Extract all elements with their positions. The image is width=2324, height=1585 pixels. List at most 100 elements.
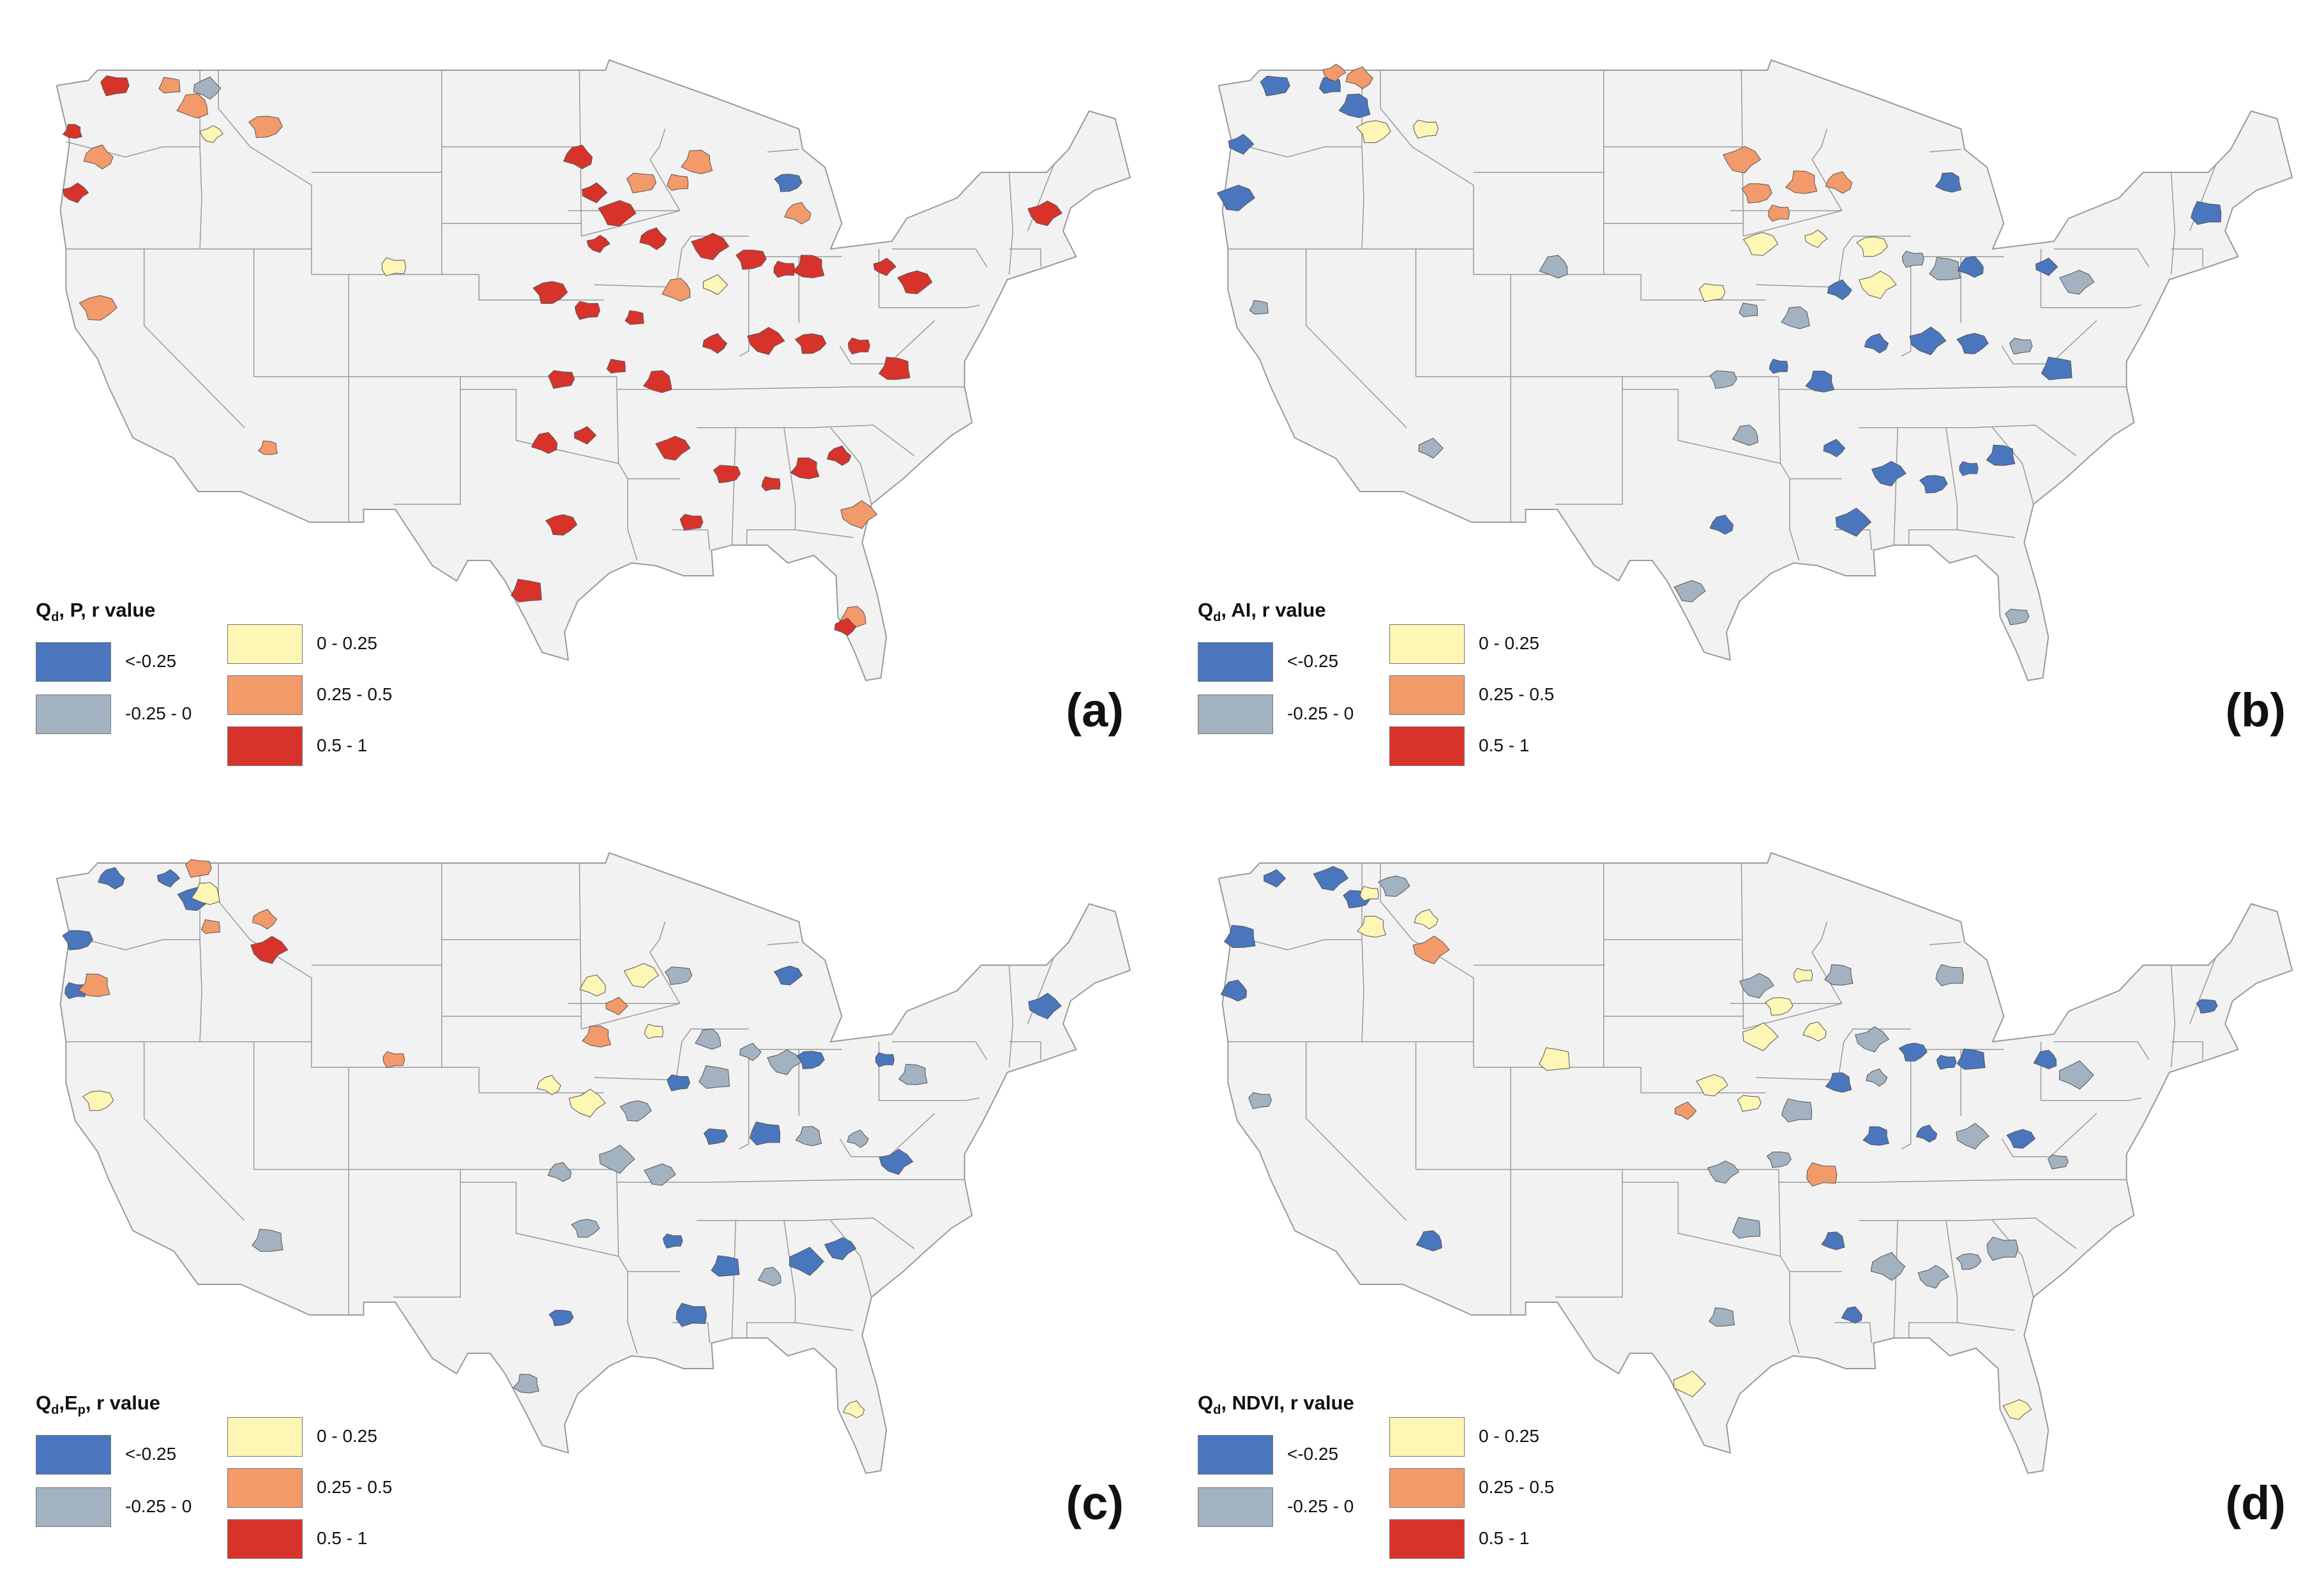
state-boundary bbox=[1640, 274, 1766, 301]
watershed bbox=[1338, 93, 1371, 118]
legend-swatch bbox=[1389, 675, 1465, 715]
state-boundary bbox=[1228, 141, 1362, 158]
state-boundary bbox=[1901, 1047, 1912, 1150]
state-boundary bbox=[578, 70, 582, 236]
state-boundary bbox=[2001, 320, 2097, 364]
state-boundary bbox=[578, 862, 582, 1029]
watershed bbox=[840, 500, 878, 529]
watershed bbox=[794, 333, 827, 354]
state-boundary bbox=[739, 1047, 750, 1150]
panel-label: (a) bbox=[1066, 684, 1124, 737]
legend-title-subscript: d bbox=[51, 610, 59, 625]
watershed bbox=[258, 440, 278, 455]
watershed bbox=[2006, 1129, 2036, 1149]
state-boundary bbox=[1957, 1322, 2015, 1331]
legend-label: 0 - 0.25 bbox=[1479, 1426, 1539, 1446]
state-boundary bbox=[1929, 942, 1961, 945]
watershed bbox=[736, 250, 767, 270]
watershed bbox=[382, 1051, 405, 1069]
watershed bbox=[1827, 279, 1852, 301]
state-boundary bbox=[892, 1041, 988, 1060]
watershed bbox=[796, 1051, 825, 1069]
state-boundary bbox=[1992, 1220, 2034, 1298]
state-boundary bbox=[767, 149, 799, 153]
watershed bbox=[1732, 1217, 1761, 1239]
watershed bbox=[644, 1163, 676, 1186]
legend-swatch bbox=[227, 1468, 303, 1508]
watershed bbox=[1898, 1042, 1928, 1062]
watershed bbox=[1737, 1095, 1762, 1112]
watershed bbox=[248, 116, 283, 139]
watershed bbox=[757, 1266, 781, 1286]
watershed bbox=[1793, 968, 1813, 983]
state-boundary bbox=[1305, 1042, 1407, 1221]
legend-swatch bbox=[1198, 1435, 1273, 1475]
state-boundary bbox=[1873, 1179, 2127, 1183]
watershed bbox=[1915, 1124, 1938, 1143]
watershed bbox=[599, 1145, 635, 1174]
watershed bbox=[1768, 204, 1790, 222]
watershed bbox=[1804, 229, 1828, 248]
state-boundary bbox=[515, 389, 619, 464]
legend-swatch bbox=[227, 1417, 303, 1457]
watershed bbox=[64, 982, 87, 1000]
watershed bbox=[1956, 1123, 1989, 1150]
state-boundary bbox=[649, 128, 681, 211]
legend-label: 0 - 0.25 bbox=[1479, 633, 1539, 653]
legend-swatch bbox=[36, 642, 111, 682]
state-boundary bbox=[1740, 862, 1744, 1029]
state-boundary bbox=[1756, 236, 1911, 288]
watershed bbox=[1539, 1047, 1570, 1071]
watershed bbox=[702, 274, 728, 296]
watershed bbox=[2009, 338, 2033, 355]
watershed bbox=[1723, 146, 1762, 174]
watershed bbox=[2002, 1399, 2032, 1420]
watershed bbox=[1859, 271, 1897, 299]
state-boundary bbox=[2054, 248, 2150, 267]
watershed bbox=[1707, 1161, 1740, 1184]
state-boundary bbox=[2041, 304, 2142, 308]
state-boundary bbox=[879, 304, 980, 308]
watershed bbox=[2059, 269, 2095, 295]
legend-label: 0.25 - 0.5 bbox=[1479, 684, 1555, 704]
state-boundary bbox=[1957, 529, 2015, 538]
watershed bbox=[1223, 924, 1256, 949]
state-boundary bbox=[1008, 172, 1014, 275]
legend-swatch bbox=[1198, 1487, 1273, 1527]
state-boundary bbox=[1555, 1169, 1623, 1298]
watershed bbox=[1345, 66, 1373, 89]
legend-title-subscript: d bbox=[1213, 1403, 1221, 1418]
watershed bbox=[847, 1129, 869, 1148]
watershed bbox=[2041, 356, 2072, 380]
watershed bbox=[1732, 424, 1759, 446]
watershed bbox=[191, 882, 220, 905]
watershed bbox=[1821, 1231, 1845, 1251]
state-boundary bbox=[515, 1182, 619, 1257]
watershed bbox=[1901, 250, 1924, 268]
watershed bbox=[1823, 439, 1846, 458]
watershed bbox=[176, 93, 208, 119]
legend-label: 0 - 0.25 bbox=[317, 1426, 377, 1446]
watershed bbox=[624, 310, 645, 325]
watershed bbox=[579, 974, 606, 996]
state-boundary bbox=[711, 386, 965, 390]
watershed bbox=[2048, 1154, 2069, 1169]
watershed bbox=[586, 234, 610, 253]
state-boundary bbox=[218, 863, 312, 1067]
watershed bbox=[663, 1233, 683, 1249]
watershed bbox=[548, 1310, 574, 1326]
conus-outline bbox=[1218, 852, 2293, 1475]
watershed bbox=[1216, 184, 1255, 211]
legend: Qd, AI, r value <-0.25 -0.25 - 0 0 - 0.25 0.… bbox=[1198, 599, 1594, 766]
watershed bbox=[252, 908, 278, 930]
watershed bbox=[873, 257, 897, 276]
watershed bbox=[1696, 1074, 1728, 1097]
legend-label: -0.25 - 0 bbox=[1287, 703, 1354, 723]
state-boundary bbox=[1027, 164, 1055, 232]
watershed bbox=[623, 963, 660, 988]
legend-title: Qd, AI, r value bbox=[1198, 599, 1326, 625]
state-boundary bbox=[697, 1217, 915, 1249]
state-boundary bbox=[711, 1179, 965, 1183]
watershed bbox=[1935, 964, 1964, 986]
legend-label: 0.5 - 1 bbox=[1479, 1528, 1530, 1548]
